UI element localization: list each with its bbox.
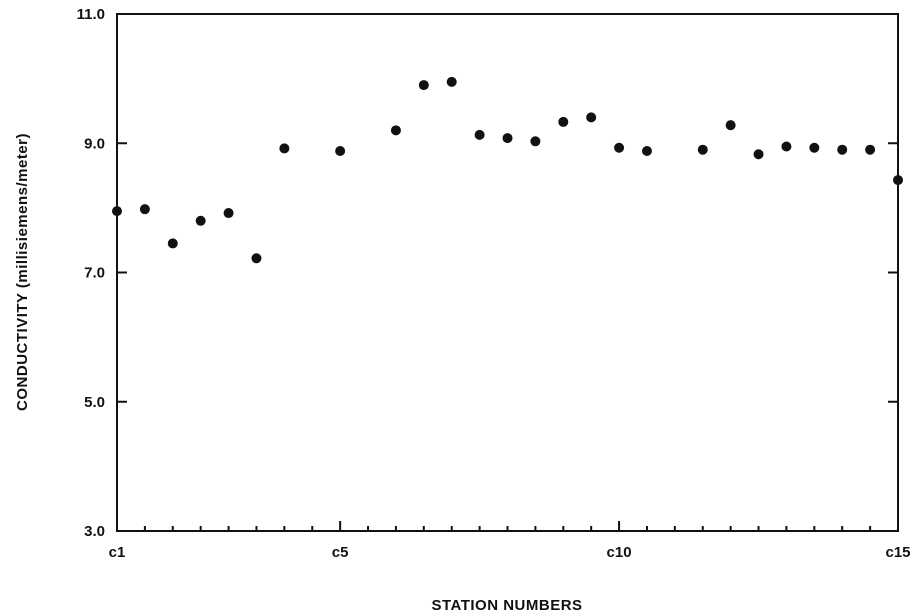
- data-point: [279, 143, 290, 154]
- y-tick-label: 5.0: [84, 394, 105, 411]
- data-point: [725, 120, 736, 131]
- data-point: [558, 116, 569, 127]
- y-tick-label: 7.0: [84, 265, 105, 282]
- data-point: [390, 125, 401, 136]
- x-axis-title: STATION NUMBERS: [431, 597, 582, 614]
- data-point: [167, 238, 178, 249]
- data-point: [893, 175, 903, 186]
- data-point: [418, 80, 429, 91]
- data-point: [586, 112, 597, 123]
- data-point: [223, 208, 234, 219]
- data-point: [139, 204, 150, 215]
- data-point: [530, 136, 541, 147]
- data-point: [837, 144, 848, 155]
- x-tick-label: c10: [607, 544, 632, 561]
- y-tick-label: 11.0: [77, 6, 105, 23]
- data-points: [112, 76, 903, 264]
- data-point: [781, 141, 792, 152]
- data-point: [251, 253, 262, 264]
- x-tick-label: c15: [885, 544, 910, 561]
- data-point: [112, 206, 122, 217]
- data-point: [809, 142, 820, 153]
- y-axis-ticks: 3.0 5.0 7.0 9.0 11.0: [77, 6, 898, 540]
- data-point: [446, 76, 457, 87]
- data-point: [865, 144, 876, 155]
- data-point: [502, 133, 513, 144]
- data-point: [474, 129, 485, 140]
- y-tick-label: 9.0: [84, 135, 105, 152]
- data-point: [614, 142, 625, 153]
- plot-frame: [116, 13, 899, 532]
- x-tick-label: c5: [332, 544, 349, 561]
- x-axis-ticks: c1 c5 c10 c15: [109, 521, 911, 561]
- data-point: [641, 146, 652, 157]
- x-tick-label: c1: [109, 544, 126, 561]
- data-point: [697, 144, 708, 155]
- data-point: [335, 146, 346, 157]
- y-axis-title: CONDUCTIVITY (millisiemens/meter): [14, 133, 31, 411]
- data-point: [195, 215, 206, 226]
- data-point: [753, 149, 764, 160]
- y-tick-label: 3.0: [84, 523, 105, 540]
